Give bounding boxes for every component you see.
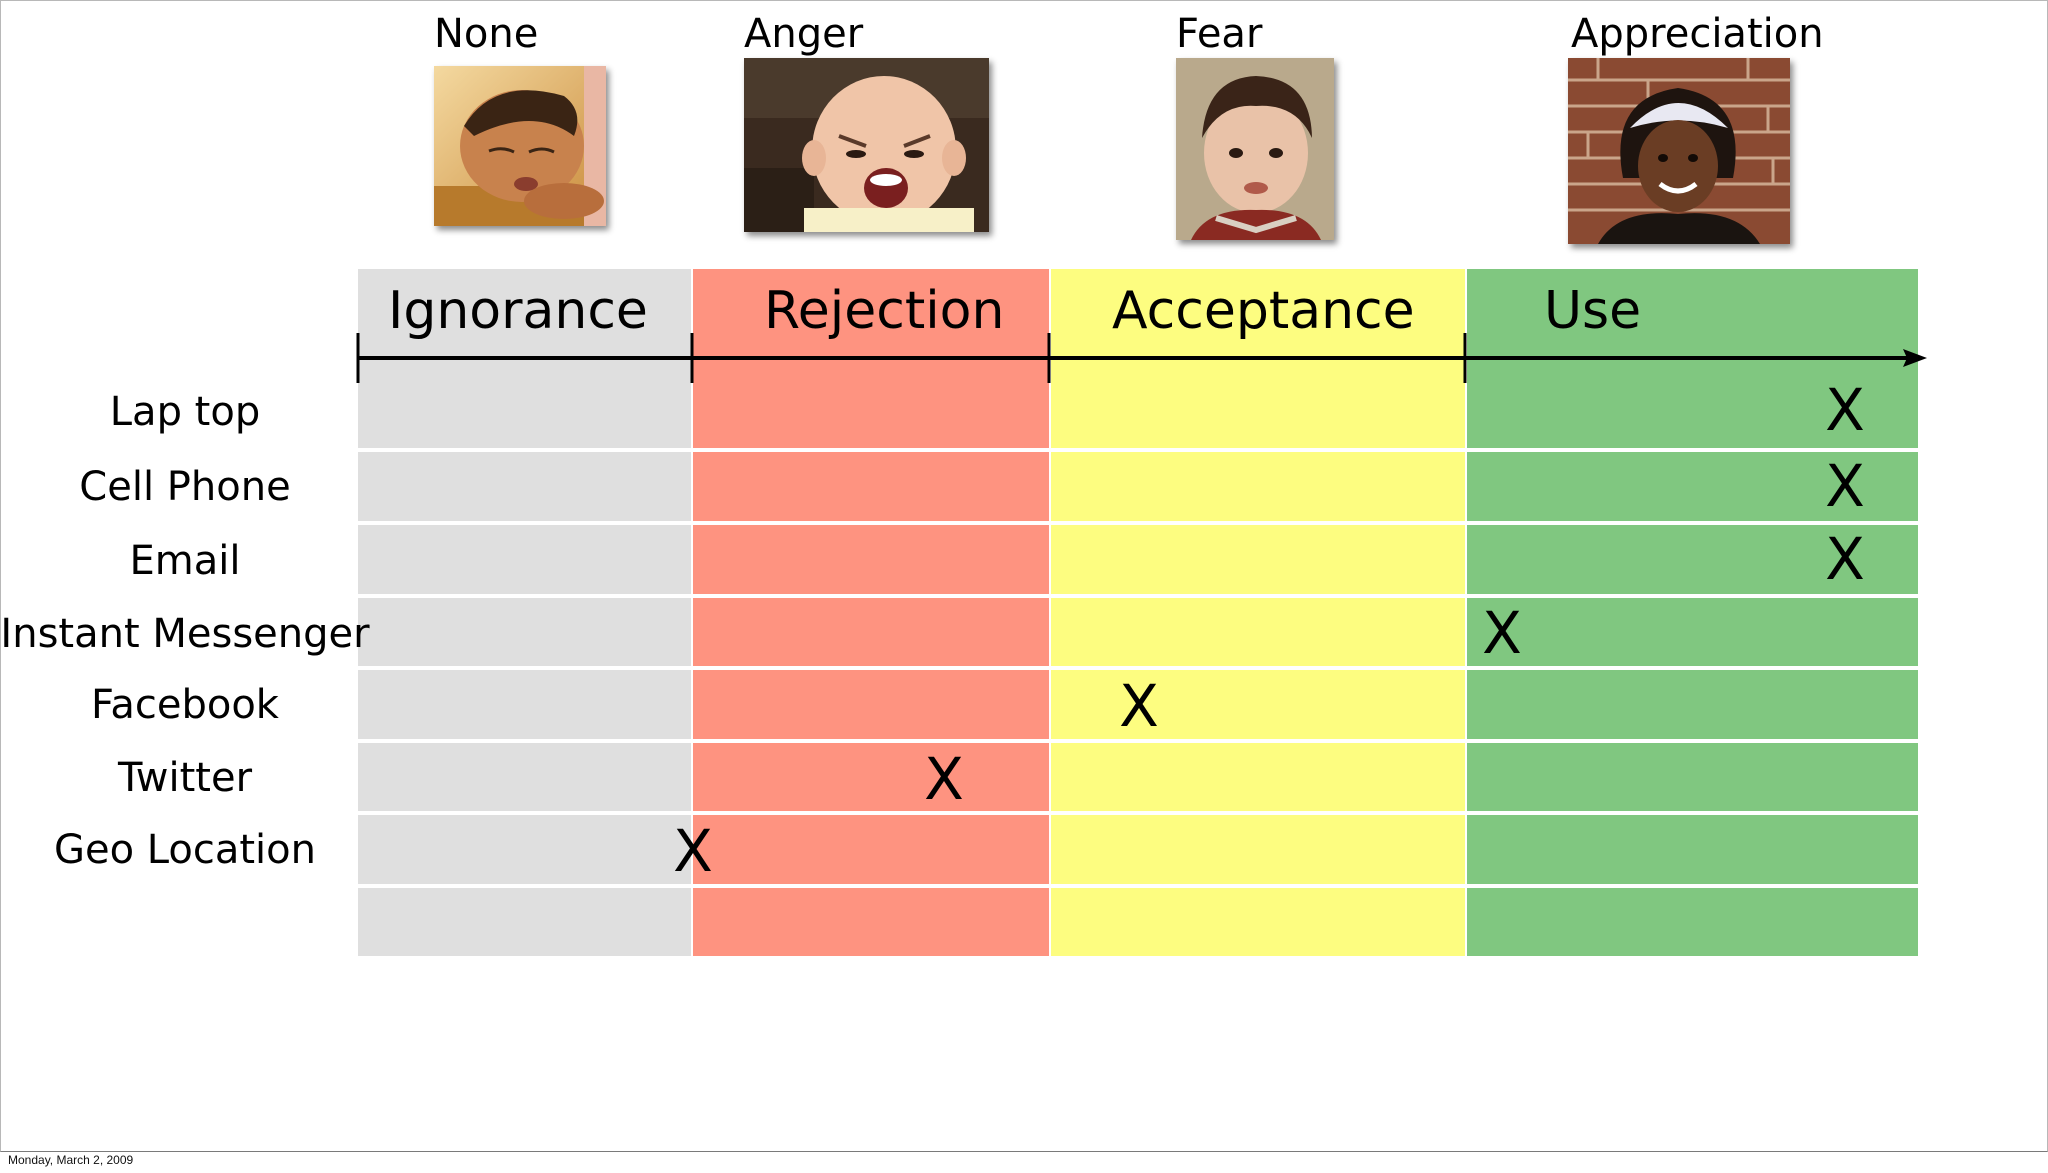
stage-column-use <box>1467 269 1918 956</box>
stage-label-use: Use <box>1544 281 1642 341</box>
row-divider <box>358 811 1918 815</box>
stage-label-ignorance: Ignorance <box>388 281 648 341</box>
emotion-label-none: None <box>434 11 539 57</box>
sleeping-child-photo <box>434 66 606 226</box>
row-label-cell-phone: Cell Phone <box>79 464 291 510</box>
adoption-mark-email: X <box>1825 525 1865 593</box>
emotion-label-appreciation: Appreciation <box>1571 11 1824 57</box>
adoption-mark-instant-messenger: X <box>1482 599 1522 667</box>
screaming-baby-photo <box>744 58 989 232</box>
stage-label-acceptance: Acceptance <box>1112 281 1415 341</box>
adoption-mark-facebook: X <box>1119 672 1159 740</box>
worried-boy-photo <box>1176 58 1334 240</box>
row-label-laptop: Lap top <box>109 389 261 435</box>
footer-date: Monday, March 2, 2009 <box>8 1153 134 1167</box>
row-label-email: Email <box>129 538 241 584</box>
row-label-geo-location: Geo Location <box>54 827 316 873</box>
adoption-mark-twitter: X <box>924 745 964 813</box>
row-divider <box>358 521 1918 525</box>
emotion-label-anger: Anger <box>744 11 864 57</box>
emotion-label-fear: Fear <box>1176 11 1263 57</box>
row-label-twitter: Twitter <box>117 755 253 801</box>
row-divider <box>358 594 1918 598</box>
stage-label-rejection: Rejection <box>764 281 1005 341</box>
row-divider <box>358 884 1918 888</box>
stage-axis-arrow <box>356 333 1927 383</box>
adoption-mark-geo-location: X <box>673 817 713 885</box>
stage-column-ignorance <box>358 269 691 956</box>
stage-column-rejection <box>693 269 1049 956</box>
adoption-mark-cell-phone: X <box>1825 452 1865 520</box>
adoption-mark-laptop: X <box>1825 376 1865 444</box>
row-divider <box>358 666 1918 670</box>
row-label-instant-messenger: Instant Messenger <box>0 611 370 657</box>
row-divider <box>358 448 1918 452</box>
smiling-girl-photo <box>1568 58 1790 244</box>
row-divider <box>358 739 1918 743</box>
row-label-facebook: Facebook <box>91 682 279 728</box>
stage-column-acceptance <box>1051 269 1465 956</box>
